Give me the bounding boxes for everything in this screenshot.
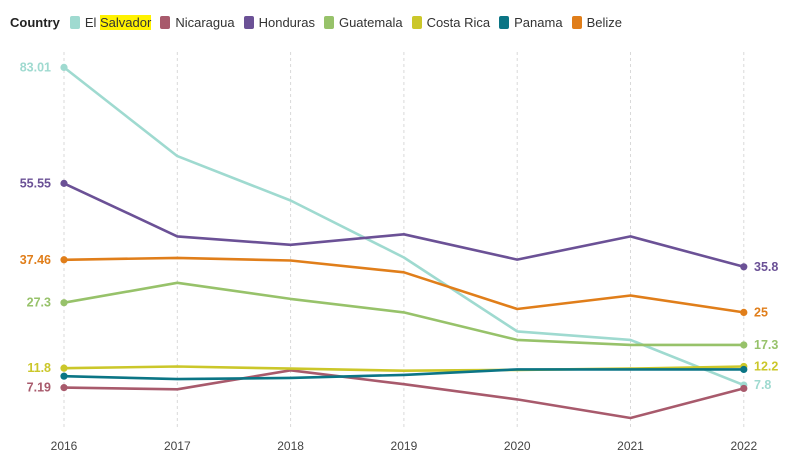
legend-label: Costa Rica	[426, 14, 491, 30]
data-point	[740, 263, 748, 271]
series-line-belize	[62, 256, 746, 314]
legend-label: Nicaragua	[175, 14, 235, 30]
legend-swatch	[69, 15, 80, 29]
end-value-label: 7.8	[754, 378, 771, 392]
x-tick-label: 2022	[730, 439, 757, 453]
legend-item-nicaragua[interactable]: Nicaragua	[160, 14, 235, 30]
end-value-label: 35.8	[754, 260, 778, 274]
series-line-honduras	[62, 182, 746, 269]
series-line-el-salvador	[62, 66, 746, 387]
start-value-label: 83.01	[20, 60, 51, 74]
start-value-label: 7.19	[27, 381, 51, 395]
x-tick-label: 2020	[504, 439, 531, 453]
start-value-label: 37.46	[20, 253, 51, 267]
legend-item-belize[interactable]: Belize	[571, 14, 622, 30]
data-point	[60, 372, 68, 380]
start-value-label: 27.3	[27, 296, 51, 310]
legend-title: Country	[10, 14, 60, 30]
legend-label: Honduras	[258, 14, 315, 30]
x-tick-label: 2016	[51, 439, 78, 453]
data-point	[740, 308, 748, 317]
legend-swatch	[499, 15, 510, 29]
legend-label: Belize	[586, 14, 622, 30]
legend-label: Guatemala	[338, 14, 403, 30]
legend-label: El Salvador	[84, 14, 152, 30]
search-highlight: Salvador	[100, 14, 152, 30]
start-value-label: 11.8	[27, 361, 51, 375]
legend-item-guatemala[interactable]: Guatemala	[323, 14, 403, 30]
end-value-label: 25	[754, 305, 768, 319]
legend-item-panama[interactable]: Panama	[499, 14, 563, 30]
data-point	[60, 364, 68, 372]
data-point	[60, 63, 68, 72]
legend-swatch	[323, 15, 334, 29]
data-point	[740, 384, 748, 393]
legend-item-costa-rica[interactable]: Costa Rica	[411, 14, 491, 30]
data-point	[60, 384, 68, 392]
legend-label: Panama	[514, 14, 563, 30]
legend-swatch	[160, 15, 171, 29]
end-value-label: 17.3	[754, 338, 778, 352]
legend-item-honduras[interactable]: Honduras	[243, 14, 315, 30]
x-tick-label: 2018	[277, 439, 304, 453]
legend-swatch	[571, 15, 582, 29]
legend-swatch	[243, 15, 254, 29]
series-line-panama	[62, 368, 746, 381]
legend-item-el-salvador[interactable]: El Salvador	[69, 14, 152, 30]
data-point	[60, 256, 68, 264]
legend: Country El Salvador Nicaragua Honduras G…	[10, 12, 631, 32]
series-line-nicaragua	[62, 368, 746, 420]
series-line-guatemala	[62, 281, 746, 347]
data-point	[740, 341, 748, 349]
legend-swatch	[411, 15, 422, 29]
data-point	[740, 365, 748, 374]
data-point	[60, 299, 68, 307]
x-tick-label: 2019	[391, 439, 418, 453]
data-point	[60, 179, 68, 187]
x-tick-label: 2017	[164, 439, 191, 453]
end-value-label: 12.2	[754, 359, 778, 373]
x-tick-label: 2021	[617, 439, 644, 453]
start-value-label: 55.55	[20, 176, 51, 190]
